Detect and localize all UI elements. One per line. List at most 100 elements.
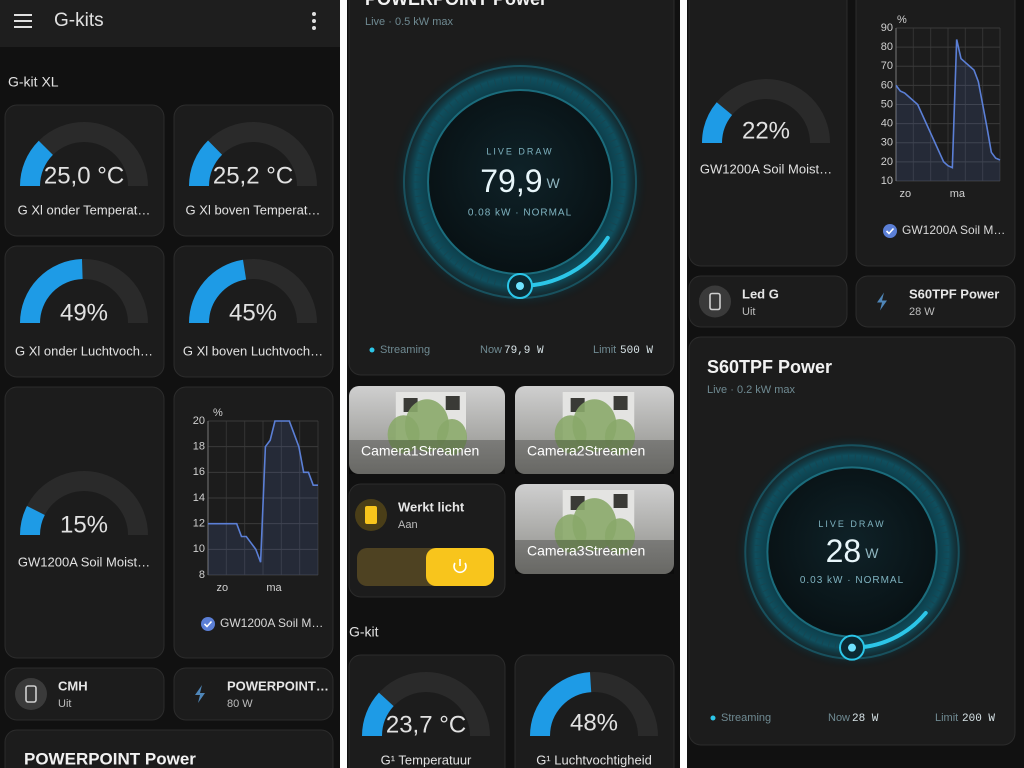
dial-tick (443, 250, 450, 256)
card (173, 386, 334, 659)
card-title: POWERPOINT Power (365, 0, 547, 9)
dial-tick (879, 459, 883, 466)
y-tick-label: 40 (881, 118, 893, 130)
dial-tick (454, 98, 460, 105)
camera-label: Camera1Streamen (361, 443, 479, 459)
tile-icon-bg (699, 285, 731, 318)
y-tick-label: 8 (199, 569, 205, 581)
dial-tick (885, 461, 889, 468)
overflow-icon[interactable] (312, 26, 316, 30)
dial-marker-dot (848, 643, 856, 652)
status: Streaming (380, 344, 430, 356)
camera-fan (613, 494, 628, 508)
chart-area (208, 421, 318, 575)
dial-tick (758, 576, 765, 580)
now-value: 79,9 W (504, 345, 544, 357)
dial-tick (834, 455, 837, 463)
overflow-icon[interactable] (312, 12, 316, 16)
dial-tick (543, 79, 547, 87)
tile-name: POWERPOINT… (227, 678, 329, 693)
dial-tick (562, 86, 567, 94)
gauge-value: 15% (60, 511, 108, 538)
dial-tick (501, 77, 504, 85)
dial-tick (925, 605, 932, 610)
dial-tick (493, 79, 497, 87)
y-tick-label: 12 (193, 518, 205, 530)
dial-tick (607, 228, 614, 233)
dial-tick (762, 588, 769, 593)
dial-tick (937, 518, 944, 522)
card (4, 386, 165, 659)
gauge-value: 23,7 °C (386, 711, 466, 738)
dial-tick (616, 202, 624, 205)
dial-tick (912, 479, 918, 485)
dial-tick (791, 474, 797, 481)
camera-shade (349, 440, 505, 474)
dial-tick (942, 537, 949, 540)
dial-tick (417, 208, 425, 212)
toggle-on[interactable] (426, 548, 494, 586)
card-title: POWERPOINT Power (24, 749, 196, 768)
dial-tick (617, 195, 626, 198)
dial-tick (433, 239, 441, 245)
entity-tile[interactable] (855, 275, 1016, 328)
app-title: G-kits (54, 10, 104, 31)
y-tick-label: 10 (193, 543, 205, 555)
chart-area (896, 39, 1000, 181)
dial-value-number: 79,9 (480, 163, 542, 199)
gauge-value: 45% (229, 299, 277, 326)
overflow-icon[interactable] (312, 19, 316, 23)
dial-tick (603, 125, 611, 130)
x-tick-label: ma (950, 188, 966, 200)
limit-caption: Limit (593, 344, 616, 356)
card (688, 0, 848, 267)
dial-tick (473, 270, 478, 278)
dial-tick (501, 279, 504, 287)
dial-tick (590, 108, 597, 114)
dial-tick (939, 524, 946, 528)
legend-marker[interactable] (883, 224, 897, 238)
entity-tile[interactable] (688, 275, 848, 328)
dial-tick (416, 202, 424, 205)
tile-icon (877, 292, 887, 311)
gauge-value: 25,0 °C (44, 162, 124, 189)
switch-state: Aan (398, 519, 418, 531)
dial-tick (769, 499, 776, 505)
dial-tick (772, 605, 779, 610)
switch-name: Werkt licht (398, 499, 465, 514)
dial-tick (765, 594, 772, 599)
dial-tick (891, 464, 896, 471)
dial-tick (765, 505, 772, 510)
dial-tick (772, 494, 779, 499)
axis-unit: % (897, 14, 907, 26)
y-tick-label: 18 (193, 441, 205, 453)
dial-tick (420, 215, 428, 219)
dial-tick (615, 208, 623, 212)
dial-tick (479, 83, 484, 91)
gauge-fill (20, 259, 84, 324)
y-tick-label: 70 (881, 60, 893, 72)
dial-tick (460, 93, 466, 101)
dial-tick (414, 195, 423, 198)
dial-tick (595, 113, 602, 119)
camera-plant (436, 419, 467, 456)
dial-tick (802, 630, 807, 637)
dial-tick (612, 215, 620, 219)
y-tick-label: 50 (881, 98, 893, 110)
legend-marker[interactable] (201, 617, 215, 631)
dial-tick (443, 108, 450, 114)
entity-tile[interactable] (173, 667, 334, 721)
dial-tick (815, 636, 819, 643)
card (348, 654, 506, 768)
gauge-name: G¹ Luchtvochtigheid (536, 752, 652, 767)
card (514, 654, 675, 768)
tile-name: CMH (58, 678, 88, 693)
camera-shade (515, 440, 674, 474)
dial-tick (426, 228, 433, 233)
dial-tick (414, 166, 423, 169)
tile-state: 28 W (909, 306, 935, 318)
y-tick-label: 16 (193, 466, 205, 478)
gauge-name: G Xl onder Luchtvoch… (15, 343, 153, 358)
entity-tile[interactable] (4, 667, 165, 721)
